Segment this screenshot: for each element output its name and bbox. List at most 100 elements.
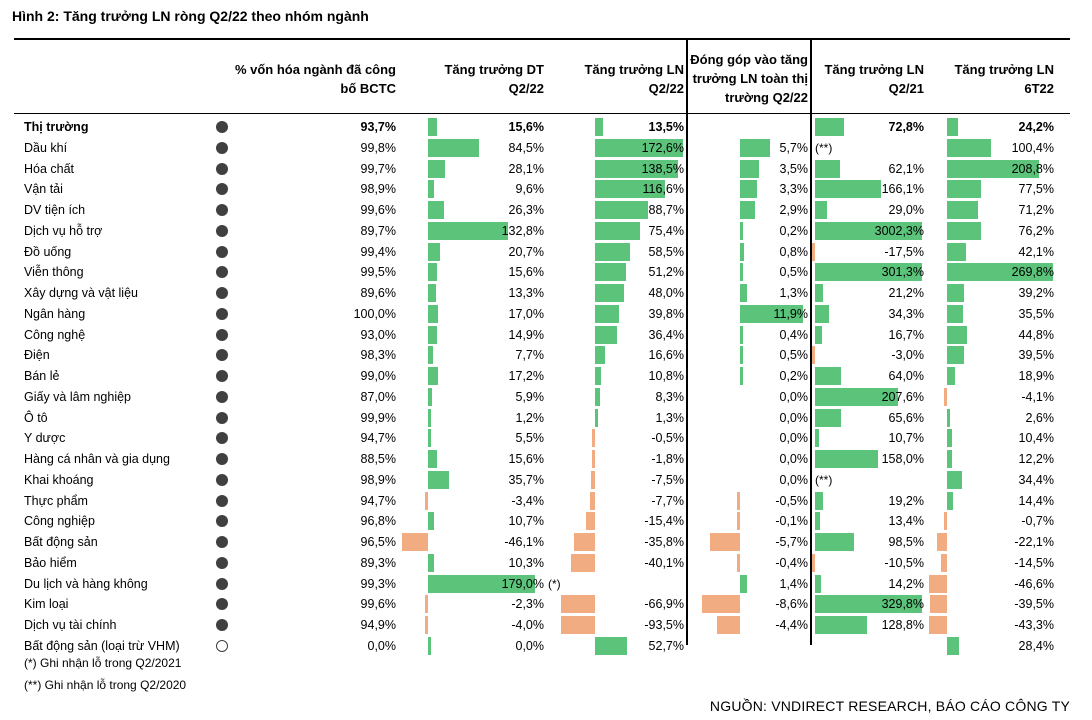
dt-bar [425, 616, 428, 634]
ln-value: 75,4% [648, 223, 684, 238]
table-row: Bất động sản 96,5% -46,1% -35,8% -5,7% 98,5% -… [0, 532, 1092, 552]
sector-name: Ô tô [24, 410, 48, 425]
reporting-dot-icon [216, 577, 228, 590]
source-note: NGUỒN: VNDIRECT RESEARCH, BÁO CÁO CÔNG T… [709, 698, 1070, 714]
contrib-bar [740, 242, 745, 261]
sector-name: Hàng cá nhân và gia dụng [24, 452, 170, 466]
table-row: Viễn thông 99,5% 15,6% 51,2% 0,5% 301,3% 269,8… [0, 262, 1092, 282]
ln6-value: 12,2% [1018, 452, 1054, 466]
dt-value: 17,0% [508, 306, 544, 321]
ln21-bar [815, 159, 840, 178]
header-cap: % vốn hóa ngành đã công bố BCTC [234, 62, 396, 96]
ln21-value: 29,0% [888, 203, 924, 217]
ln6-bar [947, 221, 981, 240]
cap-reported-value: 98,9% [360, 472, 396, 487]
contrib-bar [737, 512, 740, 531]
reporting-dot-icon [216, 390, 228, 403]
header-profit-growth-6t22: Tăng trưởng LN 6T22 [954, 62, 1054, 96]
table-row: Giấy và lâm nghiệp 87,0% 5,9% 8,3% 0,0% 207,6… [0, 387, 1092, 407]
reporting-dot-icon [216, 141, 228, 154]
ln-value: -93,5% [644, 618, 684, 632]
dt-bar [428, 387, 432, 406]
ln21-value [814, 636, 924, 656]
reporting-dot-icon [216, 370, 228, 382]
reporting-dot-icon [216, 224, 228, 237]
ln-value [574, 574, 684, 594]
ln6-bar [929, 574, 947, 593]
ln-value: 172,6% [641, 140, 684, 155]
dt-value: 5,5% [515, 431, 545, 446]
contrib-bar [740, 221, 743, 240]
ln6-value: 71,2% [1018, 203, 1054, 217]
contrib-value: 1,3% [779, 286, 809, 300]
reporting-dot-icon [216, 619, 228, 631]
ln21-value: 207,6% [881, 389, 924, 404]
contrib-value: -0,5% [775, 493, 808, 508]
ln21-value: 64,0% [888, 369, 924, 383]
ln-value: -40,1% [644, 555, 684, 570]
ln-value: 116,6% [642, 182, 684, 197]
cap-reported-value: 96,5% [360, 535, 396, 549]
ln6-bar [947, 263, 1053, 282]
reporting-dot-icon [216, 245, 228, 258]
reporting-dot-icon [216, 536, 228, 548]
sector-name: Giấy và lâm nghiệp [24, 389, 132, 404]
dt-bar [428, 574, 536, 593]
ln21-bar [815, 533, 855, 551]
cap-reported-value: 99,0% [360, 369, 396, 383]
footnote-1: (*) Ghi nhận lỗ trong Q2/2021 [24, 656, 182, 670]
reporting-dot-icon [216, 287, 228, 299]
cap-reported-value: 99,3% [360, 576, 396, 591]
dt-bar [428, 408, 431, 427]
ln-value: -1,8% [651, 452, 684, 466]
ln21-bar [815, 408, 842, 427]
table-row: Ngân hàng 100,0% 17,0% 39,8% 11,9% 34,3% 35,5% [0, 304, 1092, 324]
ln-bar [595, 221, 641, 240]
dt-value: 84,5% [508, 140, 544, 155]
table-row: Bán lẻ 99,0% 17,2% 10,8% 0,2% 64,0% 18,9% [0, 366, 1092, 386]
ln6-value: 35,5% [1018, 306, 1054, 321]
ln-value: -0,5% [651, 431, 684, 446]
ln-bar [595, 346, 605, 365]
sector-name: Bảo hiểm [24, 555, 77, 570]
ln6-value: 42,1% [1018, 244, 1054, 259]
ln-bar [595, 636, 627, 655]
ln21-value: 62,1% [888, 161, 924, 176]
ln-bar [595, 387, 600, 406]
reporting-dot-icon [216, 432, 228, 445]
table-row: Công nghiệp 96,8% 10,7% -15,4% -0,1% 13,4% -0,… [0, 511, 1092, 531]
dt-value: 17,2% [508, 369, 544, 383]
table-row: DV tiện ích 99,6% 26,3% 88,7% 2,9% 29,0% 71,2% [0, 200, 1092, 220]
cap-reported-value: 99,8% [360, 140, 396, 155]
top-rule [14, 38, 1070, 40]
ln21-bar [815, 595, 922, 614]
sector-name: DV tiện ích [24, 203, 86, 217]
ln-value: 138,5% [641, 161, 684, 176]
contrib-bar [740, 180, 758, 199]
cap-reported-value: 99,6% [360, 203, 396, 217]
reporting-dot-icon [216, 349, 228, 362]
ln21-bar [815, 304, 829, 323]
cap-reported-value: 96,8% [360, 514, 396, 529]
ln6-bar [947, 242, 966, 261]
ln6-bar [947, 491, 954, 510]
ln21-value: -17,5% [884, 244, 924, 259]
sector-name: Dịch vụ tài chính [24, 618, 117, 632]
ln21-value: 13,4% [888, 514, 924, 529]
ln6-bar [947, 470, 963, 489]
ln6-value: 28,4% [1018, 638, 1054, 653]
ln-value: 8,3% [655, 389, 685, 404]
ln6-value: 44,8% [1018, 327, 1054, 342]
ln6-bar [947, 180, 982, 199]
ln6-value: 14,4% [1018, 493, 1054, 508]
ln-value: 88,7% [648, 203, 684, 217]
contrib-value: 0,2% [779, 223, 809, 238]
contrib-bar [709, 533, 740, 551]
ln21-value: 10,7% [888, 431, 924, 446]
cap-reported-value: 100,0% [353, 306, 396, 321]
reporting-dot-icon [216, 204, 228, 216]
ln21-bar [815, 325, 822, 344]
header-profit-growth-q221: Tăng trưởng LN Q2/21 [824, 62, 924, 96]
dt-value: -4,0% [511, 618, 544, 632]
dt-value: 7,7% [515, 348, 545, 363]
